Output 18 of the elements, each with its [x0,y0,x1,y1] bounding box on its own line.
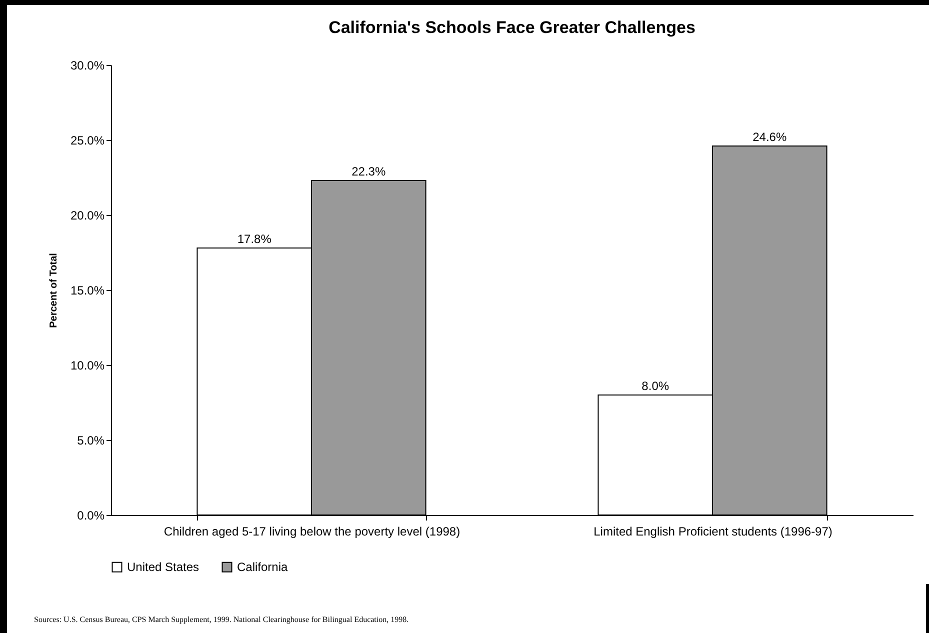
y-tick-label: 0.0% [77,508,105,522]
source-note: Sources: U.S. Census Bureau, CPS March Supplement, 1999. National Clearinghouse for Bilingual Education, 1998. [34,614,410,626]
data-label: 24.6% [752,130,787,144]
y-tick-label: 25.0% [70,134,105,148]
y-tick-label: 30.0% [70,58,105,72]
data-label: 17.8% [237,232,272,246]
y-axis-title: Percent of Total [48,252,60,328]
chart-title: California's Schools Face Greater Challenges [328,18,696,37]
x-tick-label: Limited English Proficient students (1996-97) [594,524,832,538]
legend-label: California [237,560,288,574]
y-tick-label: 10.0% [70,358,105,372]
y-tick-label: 5.0% [77,434,105,448]
x-tick-label: Children aged 5-17 living below the poverty level (1998) [164,524,460,538]
data-label: 8.0% [642,379,670,393]
legend-label: United States [127,560,200,574]
y-tick-label: 20.0% [70,208,105,222]
data-label: 22.3% [352,164,386,178]
y-tick-label: 15.0% [70,284,105,298]
